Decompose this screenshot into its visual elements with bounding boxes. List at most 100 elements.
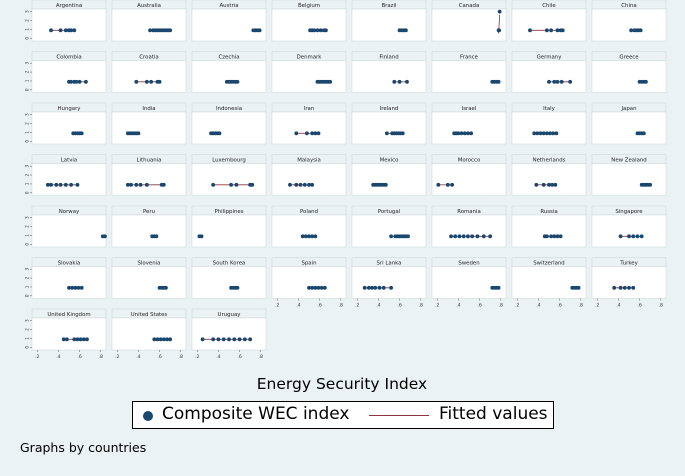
data-point [560, 28, 565, 33]
data-point [392, 79, 397, 84]
y-tick-label: 0 [25, 88, 30, 91]
data-point [154, 234, 159, 239]
panel-greece: Greece [591, 51, 667, 93]
y-tick-label: 3 [25, 319, 30, 322]
panel-israel: Israel [431, 102, 507, 145]
panel-title: Turkey [619, 261, 638, 267]
panel-plot-area [31, 163, 107, 196]
panel-finland: Finland [351, 51, 427, 93]
panel-singapore: Singapore [591, 205, 667, 248]
data-point [555, 79, 560, 84]
y-tick-label: 1 [25, 28, 30, 31]
panel-plot-area [351, 8, 427, 42]
x-tick-label: .4 [376, 303, 380, 309]
panel-title: Spain [301, 261, 316, 267]
data-point [548, 131, 552, 136]
panel-plot-area [31, 266, 107, 299]
data-point [250, 182, 255, 187]
data-point [558, 234, 563, 239]
panel-plot-area [511, 163, 587, 196]
x-tick-label: .4 [216, 354, 220, 360]
panel-title: Romania [457, 209, 481, 215]
panel-title: Sri Lanka [377, 261, 402, 267]
data-point [136, 131, 141, 136]
panel-india: India [111, 102, 187, 145]
panel-plot-area [431, 111, 507, 145]
data-point [67, 285, 71, 290]
data-point [648, 182, 653, 187]
data-point [631, 285, 636, 290]
panel-morocco: Morocco [431, 154, 507, 196]
data-point [200, 337, 205, 342]
x-tick-label: .6 [397, 303, 401, 309]
panel-slovakia: Slovakia 0 1 2 3 [25, 257, 107, 299]
legend-line-marker [369, 415, 429, 416]
panel-plot-area [31, 60, 107, 93]
data-point [629, 28, 634, 33]
data-point [235, 79, 240, 84]
panel-spain: Spain .2 .4 .6 .8 [271, 257, 347, 309]
data-point [555, 28, 560, 33]
data-point [313, 285, 318, 290]
x-tick-label: .6 [317, 303, 321, 309]
data-point [79, 131, 84, 136]
panel-title: South Korea [213, 261, 246, 267]
legend: Composite WEC index Fitted values [132, 401, 554, 429]
data-point [322, 285, 327, 290]
x-tick-label: .2 [595, 303, 599, 309]
panel-plot-area [351, 60, 427, 93]
panel-title: Hungary [57, 106, 81, 112]
y-tick-label: 3 [25, 165, 30, 168]
data-point [144, 182, 149, 187]
panel-new-zealand: New Zealand [591, 154, 667, 196]
data-point [627, 285, 631, 290]
panel-china: China [591, 0, 667, 42]
data-point [72, 337, 77, 342]
data-point [553, 182, 558, 187]
x-tick-label: .6 [157, 354, 161, 360]
data-point [302, 182, 307, 187]
data-point [103, 234, 107, 239]
panel-plot-area [111, 111, 187, 145]
panel-plot-area [351, 163, 427, 196]
panel-colombia: Colombia 0 1 2 3 [25, 51, 107, 93]
x-tick-label: .8 [419, 303, 423, 309]
data-point [73, 285, 78, 290]
data-point [370, 285, 374, 290]
panel-sweden: Sweden .2 .4 .6 .8 [431, 257, 507, 309]
panel-norway: Norway 0 1 2 3 [25, 205, 107, 248]
panel-italy: Italy [511, 102, 587, 145]
data-point [528, 28, 532, 33]
data-point [644, 79, 648, 84]
data-point [63, 182, 68, 187]
x-tick-label: .2 [275, 303, 279, 309]
panel-title: Russia [540, 209, 557, 215]
y-tick-label: 2 [25, 122, 30, 125]
panel-plot-area [271, 111, 347, 145]
panel-plot-area [351, 214, 427, 248]
data-point [397, 79, 402, 84]
panel-japan: Japan [591, 102, 667, 145]
panel-title: Iran [304, 106, 315, 112]
data-point [157, 79, 162, 84]
data-point [496, 285, 501, 290]
panel-plot-area [511, 60, 587, 93]
data-point [535, 131, 540, 136]
x-tick-label: .8 [259, 354, 263, 360]
data-point [497, 28, 502, 33]
x-tick-label: .6 [77, 354, 81, 360]
data-point [404, 28, 408, 33]
data-point [217, 131, 222, 136]
data-point [129, 182, 133, 187]
data-point [227, 337, 231, 342]
data-point [488, 234, 493, 239]
y-tick-label: 3 [25, 10, 30, 13]
panel-germany: Germany [511, 51, 587, 93]
data-point [389, 234, 394, 239]
data-point [69, 28, 74, 33]
data-point [288, 182, 292, 187]
x-tick-label: .6 [557, 303, 561, 309]
data-point [232, 337, 237, 342]
panel-title: Germany [537, 55, 563, 61]
